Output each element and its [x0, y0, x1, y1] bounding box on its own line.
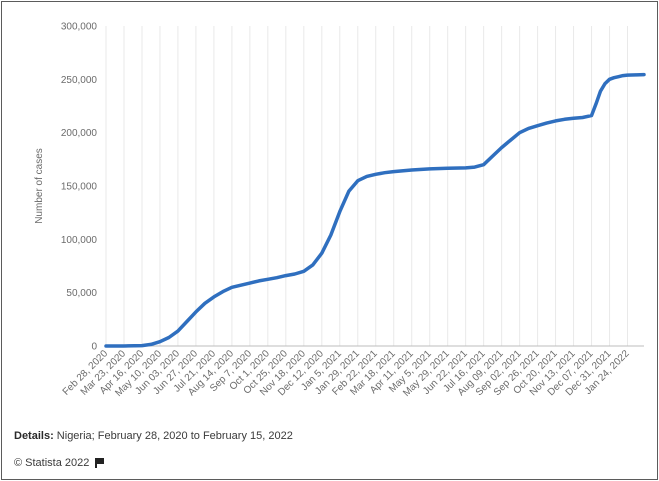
- y-tick-label: 0: [91, 342, 97, 353]
- y-tick-label: 250,000: [61, 75, 98, 86]
- y-tick-label: 100,000: [61, 235, 98, 246]
- copyright-line: © Statista 2022: [14, 457, 104, 469]
- y-tick-label: 150,000: [61, 182, 98, 193]
- y-axis-title: Number of cases: [34, 148, 45, 224]
- y-tick-label: 200,000: [61, 128, 98, 139]
- y-tick-label: 50,000: [66, 288, 97, 299]
- chart-details: Details: Nigeria; February 28, 2020 to F…: [14, 430, 293, 442]
- y-tick-label: 300,000: [61, 22, 98, 33]
- line-chart: 0 50,000 100,000 150,000 200,000 250,000 300,0…: [34, 22, 646, 399]
- flag-icon[interactable]: [95, 458, 104, 468]
- details-label: Details:: [14, 430, 54, 442]
- copyright-text: © Statista 2022: [14, 457, 90, 469]
- series-line: [104, 72, 646, 348]
- details-text: Nigeria; February 28, 2020 to February 1…: [53, 430, 293, 442]
